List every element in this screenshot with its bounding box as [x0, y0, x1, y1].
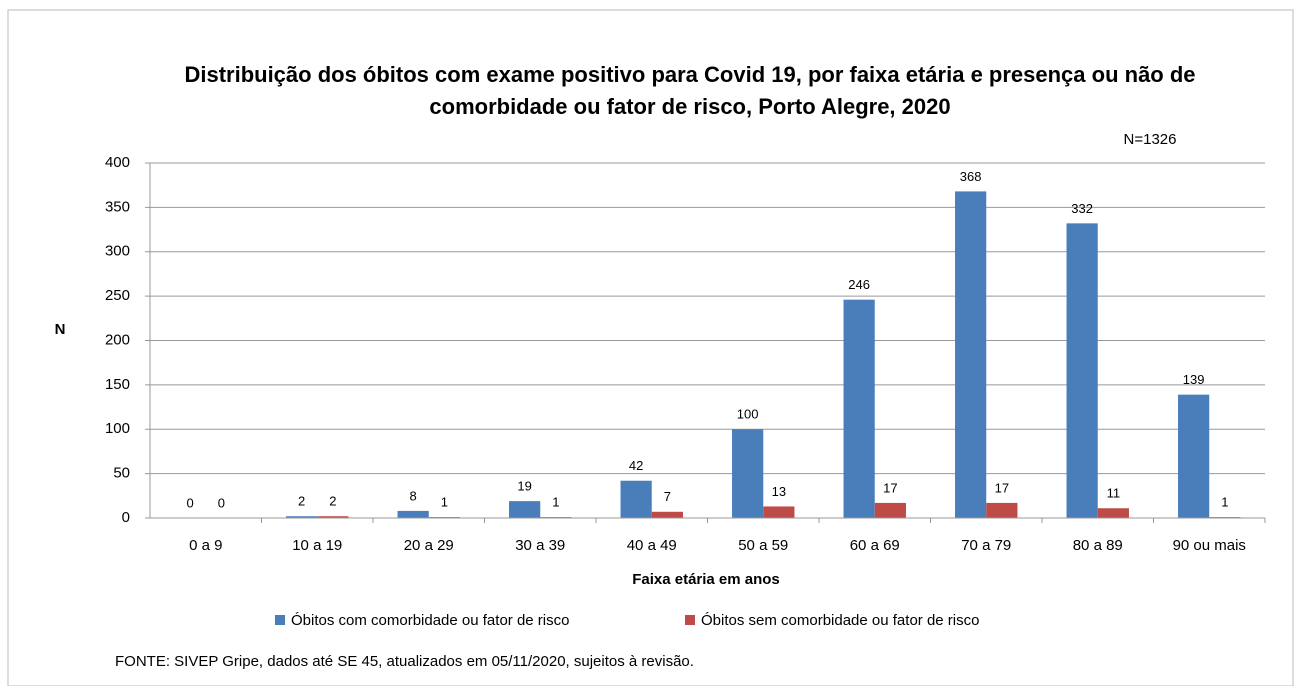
source: FONTE: SIVEP Gripe, dados até SE 45, atu…	[115, 653, 694, 670]
y-tick-label: 200	[105, 331, 130, 348]
legend-label: Óbitos sem comorbidade ou fator de risco	[701, 612, 979, 629]
value-label: 13	[772, 484, 786, 499]
bar	[397, 510, 429, 518]
value-label: 1	[552, 495, 559, 510]
chart-title: Distribuição dos óbitos com exame positi…	[184, 62, 1195, 119]
y-tick-label: 0	[122, 509, 130, 526]
value-label: 2	[298, 494, 305, 509]
value-label: 1	[1221, 495, 1228, 510]
x-tick-label: 40 a 49	[627, 537, 677, 554]
x-tick-label: 10 a 19	[292, 537, 342, 554]
value-label: 19	[517, 479, 531, 494]
x-axis-label: Faixa etária em anos	[632, 571, 780, 588]
bar	[986, 502, 1018, 518]
x-tick-label: 0 a 9	[189, 537, 222, 554]
y-tick-label: 400	[105, 154, 130, 171]
x-tick-label: 60 a 69	[850, 537, 900, 554]
x-tick-label: 20 a 29	[404, 537, 454, 554]
value-label: 11	[1107, 486, 1121, 501]
x-tick-label: 70 a 79	[961, 537, 1011, 554]
bar	[651, 511, 683, 518]
y-tick-label: 250	[105, 287, 130, 304]
value-label: 0	[187, 495, 194, 510]
bar	[763, 506, 795, 518]
x-tick-label: 30 a 39	[515, 537, 565, 554]
value-label: 0	[218, 495, 225, 510]
bar	[955, 191, 987, 518]
value-label: 246	[848, 277, 870, 292]
y-tick-label: 100	[105, 420, 130, 437]
y-tick-label: 50	[113, 465, 130, 482]
title-line: comorbidade ou fator de risco, Porto Ale…	[429, 94, 950, 119]
bar	[620, 480, 652, 518]
legend-label: Óbitos com comorbidade ou fator de risco	[291, 612, 569, 629]
y-tick-label: 350	[105, 198, 130, 215]
bar	[874, 502, 906, 518]
bar	[1066, 223, 1098, 518]
bar	[286, 516, 318, 518]
bar	[317, 516, 349, 518]
x-tick-label: 90 ou mais	[1173, 537, 1246, 554]
y-tick-label: 150	[105, 376, 130, 393]
x-tick-label: 80 a 89	[1073, 537, 1123, 554]
value-label: 17	[883, 480, 897, 495]
bar	[732, 429, 764, 518]
value-label: 2	[329, 494, 336, 509]
value-label: 332	[1071, 201, 1093, 216]
bar	[1097, 508, 1129, 518]
value-label: 7	[664, 489, 671, 504]
y-axis-label: N	[55, 321, 66, 338]
annotation: N=1326	[1124, 131, 1177, 148]
bar	[1178, 394, 1210, 518]
value-label: 8	[410, 488, 417, 503]
value-label: 368	[960, 169, 982, 184]
legend-swatch	[685, 615, 695, 625]
bar	[509, 501, 541, 518]
value-label: 1	[441, 495, 448, 510]
y-tick-label: 300	[105, 243, 130, 260]
value-label: 17	[995, 480, 1009, 495]
x-tick-label: 50 a 59	[738, 537, 788, 554]
value-label: 139	[1183, 372, 1205, 387]
value-label: 42	[629, 458, 643, 473]
legend-swatch	[275, 615, 285, 625]
bar	[843, 299, 875, 518]
title-line: Distribuição dos óbitos com exame positi…	[184, 62, 1195, 87]
value-label: 100	[737, 407, 759, 422]
